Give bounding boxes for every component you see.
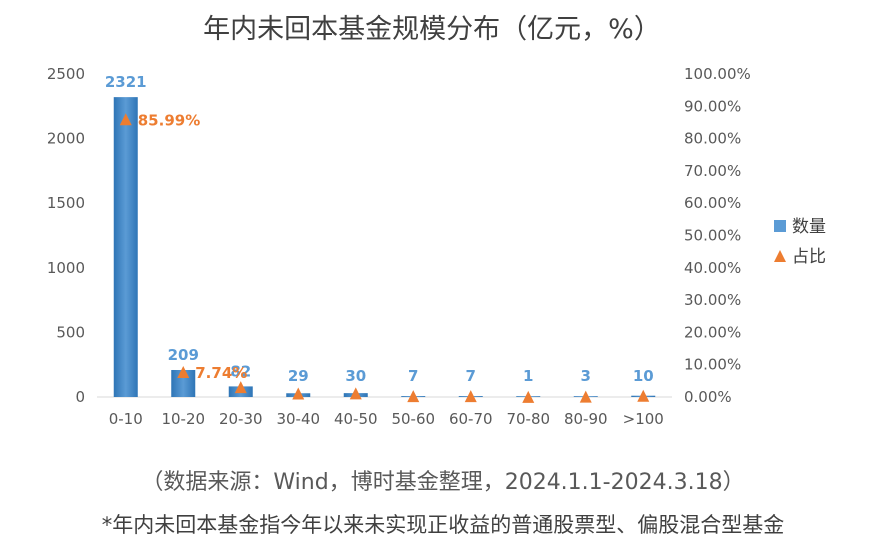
- left-axis-tick: 500: [56, 323, 85, 341]
- right-axis-tick: 10.00%: [684, 356, 741, 374]
- share-marker: [234, 381, 247, 394]
- share-marker: [637, 389, 650, 402]
- share-value-label: 85.99%: [138, 111, 200, 129]
- plot-area: 25002000150010005000100.00%90.00%80.00%7…: [47, 65, 751, 428]
- bar-value-label: 29: [288, 367, 309, 385]
- right-axis-tick: 0.00%: [684, 388, 732, 406]
- bar-value-label: 10: [633, 367, 654, 385]
- right-axis-tick: 40.00%: [684, 259, 741, 277]
- bar: [113, 97, 138, 397]
- bar-value-label: 30: [345, 367, 366, 385]
- bar-value-label: 2321: [105, 73, 147, 91]
- footnote: *年内未回本基金指今年以来未实现正收益的普通股票型、偏股混合型基金: [102, 513, 785, 537]
- share-marker: [119, 113, 132, 126]
- x-axis-tick: 20-30: [219, 410, 263, 428]
- bar-value-label: 3: [581, 367, 591, 385]
- right-axis-tick: 70.00%: [684, 162, 741, 180]
- legend-label-share: 占比: [792, 247, 826, 267]
- source-note: （数据来源：Wind，博时基金整理，2024.1.1-2024.3.18）: [141, 470, 744, 495]
- bar-value-label: 1: [523, 367, 533, 385]
- bar-value-label: 7: [466, 367, 476, 385]
- x-axis-tick: 80-90: [564, 410, 608, 428]
- legend-triangle-swatch: [774, 250, 786, 262]
- x-axis-tick: 50-60: [391, 410, 435, 428]
- x-axis-tick: 10-20: [161, 410, 205, 428]
- x-axis-tick: 70-80: [506, 410, 550, 428]
- right-axis-tick: 100.00%: [684, 65, 751, 83]
- chart-title: 年内未回本基金规模分布（亿元，%）: [203, 14, 661, 45]
- right-axis-tick: 80.00%: [684, 130, 741, 148]
- left-axis-tick: 1500: [47, 194, 85, 212]
- left-axis-tick: 1000: [47, 259, 85, 277]
- bar-value-label: 82: [230, 362, 251, 380]
- left-axis-tick: 2500: [47, 65, 85, 83]
- share-marker: [407, 390, 420, 403]
- share-marker: [177, 365, 190, 378]
- x-axis-tick: >100: [623, 410, 664, 428]
- right-axis-tick: 50.00%: [684, 227, 741, 245]
- share-marker: [464, 390, 477, 403]
- share-marker: [349, 387, 362, 400]
- x-axis-tick: 0-10: [109, 410, 143, 428]
- right-axis-tick: 90.00%: [684, 97, 741, 115]
- left-axis-tick: 2000: [47, 130, 85, 148]
- bar-value-label: 209: [168, 346, 199, 364]
- share-marker: [579, 390, 592, 403]
- right-axis-tick: 20.00%: [684, 323, 741, 341]
- x-axis-tick: 40-50: [334, 410, 378, 428]
- x-axis-tick: 60-70: [449, 410, 493, 428]
- x-axis-tick: 30-40: [276, 410, 320, 428]
- right-axis-tick: 60.00%: [684, 194, 741, 212]
- share-marker: [292, 387, 305, 400]
- bar-value-label: 7: [408, 367, 418, 385]
- right-axis-tick: 30.00%: [684, 291, 741, 309]
- legend-bar-swatch: [774, 220, 786, 232]
- left-axis-tick: 0: [75, 388, 85, 406]
- legend: 数量 占比: [774, 217, 826, 267]
- share-marker: [522, 390, 535, 403]
- legend-label-count: 数量: [792, 217, 826, 237]
- share-value-label: 7.74%: [195, 364, 247, 382]
